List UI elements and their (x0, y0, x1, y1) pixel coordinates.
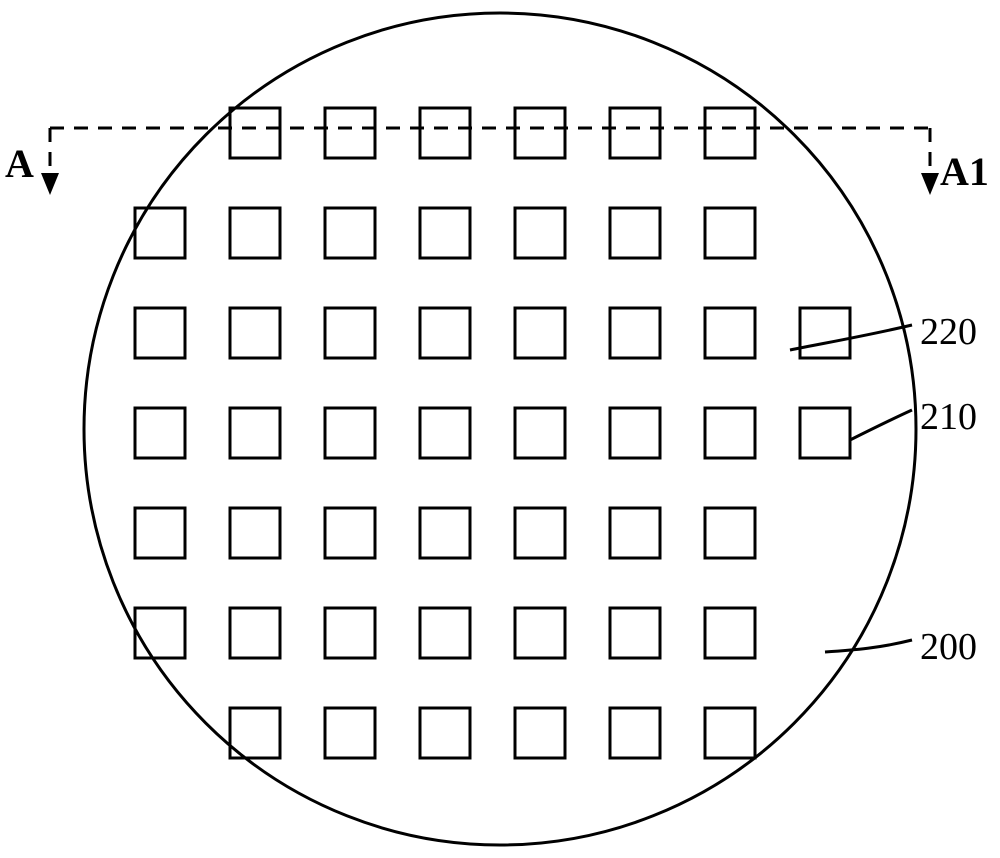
die-square (610, 308, 660, 358)
die-square (610, 108, 660, 158)
section-label-a1: A1 (940, 148, 989, 195)
leader-line-200 (825, 640, 912, 652)
die-square (325, 208, 375, 258)
die-square (610, 408, 660, 458)
die-square (515, 508, 565, 558)
leader-line-210 (850, 410, 912, 440)
die-square (325, 408, 375, 458)
die-square (420, 408, 470, 458)
die-square (515, 108, 565, 158)
die-square (705, 208, 755, 258)
diagram-stage: A A1 220 210 200 (0, 0, 1000, 858)
ref-label-210: 210 (920, 395, 977, 439)
die-square (230, 208, 280, 258)
die-square (800, 408, 850, 458)
die-square (135, 408, 185, 458)
die-grid (135, 108, 850, 758)
die-square (610, 608, 660, 658)
wafer-outline (84, 13, 916, 845)
die-square (420, 608, 470, 658)
die-square (230, 508, 280, 558)
die-square (705, 408, 755, 458)
die-square (610, 508, 660, 558)
die-square (705, 308, 755, 358)
leader-lines (790, 325, 912, 652)
section-arrow-head-right (921, 173, 939, 195)
die-square (135, 308, 185, 358)
die-square (610, 708, 660, 758)
die-square (420, 208, 470, 258)
die-square (420, 108, 470, 158)
die-square (230, 408, 280, 458)
die-square (325, 608, 375, 658)
section-arrow-head-left (41, 173, 59, 195)
die-square (705, 108, 755, 158)
die-square (515, 208, 565, 258)
section-label-a: A (5, 140, 34, 187)
die-square (325, 108, 375, 158)
die-square (135, 608, 185, 658)
die-square (420, 508, 470, 558)
ref-label-220: 220 (920, 310, 977, 354)
die-square (325, 508, 375, 558)
diagram-svg (0, 0, 1000, 858)
die-square (230, 108, 280, 158)
die-square (515, 308, 565, 358)
die-square (230, 308, 280, 358)
die-square (515, 408, 565, 458)
die-square (610, 208, 660, 258)
die-square (325, 308, 375, 358)
die-square (135, 508, 185, 558)
ref-label-200: 200 (920, 625, 977, 669)
die-square (705, 508, 755, 558)
die-square (515, 708, 565, 758)
die-square (230, 608, 280, 658)
die-square (515, 608, 565, 658)
die-square (325, 708, 375, 758)
die-square (800, 308, 850, 358)
die-square (420, 708, 470, 758)
die-square (705, 708, 755, 758)
die-square (705, 608, 755, 658)
section-line-group (41, 128, 939, 195)
die-square (420, 308, 470, 358)
